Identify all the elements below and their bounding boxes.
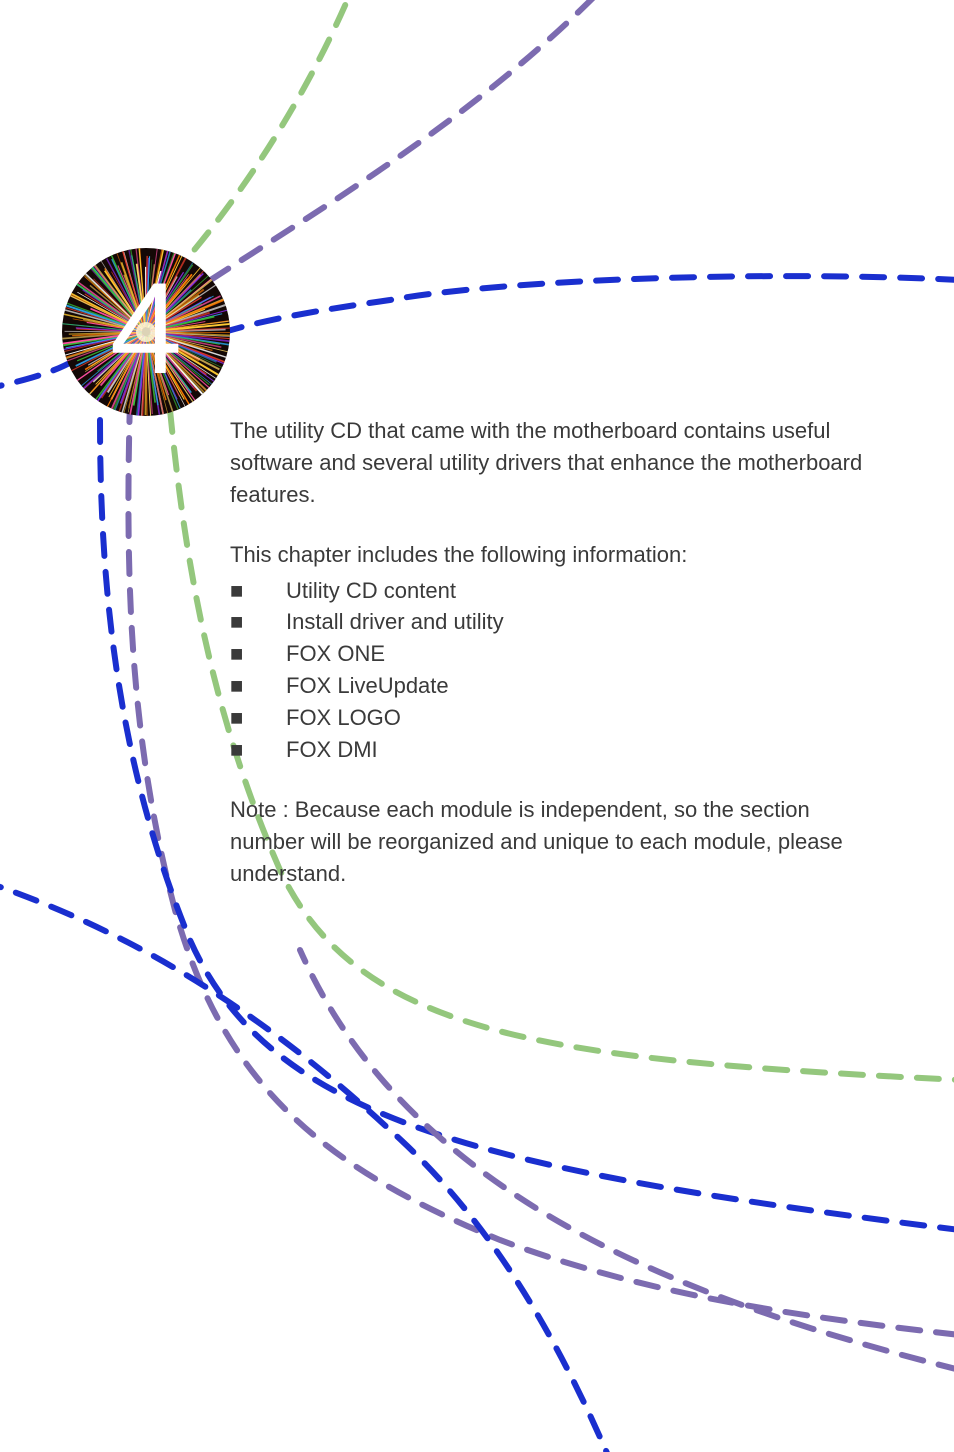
list-item: ■Install driver and utility: [230, 606, 870, 638]
bullet-marker: ■: [230, 670, 286, 702]
decorative-curve: [180, 0, 620, 300]
decorative-curve: [215, 276, 954, 335]
list-item: ■FOX LiveUpdate: [230, 670, 870, 702]
decorative-curve: [300, 950, 954, 1370]
note-paragraph: Note : Because each module is independen…: [230, 794, 870, 890]
bullet-text: FOX ONE: [286, 638, 385, 670]
bullet-text: Install driver and utility: [286, 606, 504, 638]
chapter-badge: 4: [62, 248, 230, 416]
bullet-marker: ■: [230, 606, 286, 638]
intro-paragraph: The utility CD that came with the mother…: [230, 415, 870, 511]
decorative-curve: [0, 880, 610, 1452]
section-lead: This chapter includes the following info…: [230, 539, 870, 571]
bullet-marker: ■: [230, 702, 286, 734]
list-item: ■Utility CD content: [230, 575, 870, 607]
list-item: ■FOX ONE: [230, 638, 870, 670]
bullet-text: FOX DMI: [286, 734, 378, 766]
bullet-marker: ■: [230, 734, 286, 766]
list-item: ■FOX LOGO: [230, 702, 870, 734]
bullet-text: FOX LOGO: [286, 702, 401, 734]
bullet-text: FOX LiveUpdate: [286, 670, 449, 702]
chapter-number: 4: [110, 263, 182, 393]
bullet-list: ■Utility CD content■Install driver and u…: [230, 575, 870, 766]
bullet-marker: ■: [230, 575, 286, 607]
bullet-text: Utility CD content: [286, 575, 456, 607]
bullet-marker: ■: [230, 638, 286, 670]
chapter-content: The utility CD that came with the mother…: [230, 415, 870, 890]
list-item: ■FOX DMI: [230, 734, 870, 766]
